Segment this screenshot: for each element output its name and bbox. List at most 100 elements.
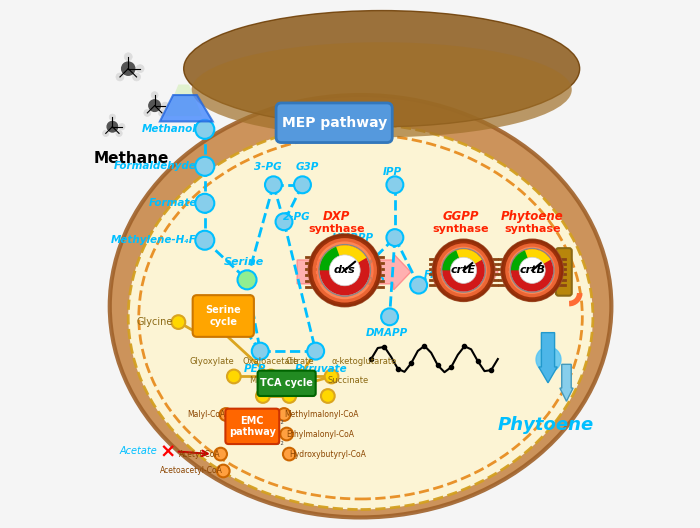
Circle shape [195, 231, 214, 250]
Wedge shape [320, 247, 344, 270]
Polygon shape [160, 95, 213, 121]
Text: G3P: G3P [296, 162, 319, 172]
Text: Formate: Formate [148, 199, 197, 208]
Circle shape [237, 270, 256, 289]
Circle shape [511, 249, 554, 291]
Circle shape [336, 279, 354, 296]
Circle shape [214, 448, 227, 460]
Ellipse shape [110, 95, 611, 517]
Wedge shape [445, 249, 482, 270]
Text: DMAPP: DMAPP [366, 328, 408, 337]
Wedge shape [511, 250, 532, 270]
Circle shape [280, 428, 293, 440]
Text: Acetate: Acetate [120, 447, 158, 456]
FancyBboxPatch shape [225, 409, 279, 444]
FancyBboxPatch shape [193, 295, 254, 337]
Circle shape [162, 102, 169, 109]
Circle shape [256, 389, 270, 403]
Circle shape [195, 194, 214, 213]
Ellipse shape [192, 42, 572, 137]
Circle shape [329, 255, 360, 286]
Circle shape [294, 176, 311, 193]
Circle shape [382, 308, 398, 325]
Circle shape [310, 236, 379, 305]
Ellipse shape [183, 11, 580, 127]
Circle shape [451, 257, 477, 284]
Text: Acetoacetyl-CoA: Acetoacetyl-CoA [160, 466, 223, 476]
Text: synthase: synthase [504, 224, 561, 234]
Circle shape [321, 389, 335, 403]
Text: Methylene-H₄F: Methylene-H₄F [111, 235, 197, 245]
Circle shape [264, 370, 278, 383]
Ellipse shape [128, 124, 593, 510]
Text: Formaldehyde: Formaldehyde [114, 162, 197, 171]
Circle shape [116, 73, 124, 81]
Text: Citrate: Citrate [286, 357, 314, 366]
Text: Serine
cycle: Serine cycle [205, 306, 242, 327]
Text: EMC
pathway: EMC pathway [229, 416, 276, 437]
Circle shape [278, 408, 290, 421]
Circle shape [149, 100, 160, 111]
Circle shape [220, 408, 232, 421]
Text: Ethylmalonyl-CoA: Ethylmalonyl-CoA [286, 429, 355, 439]
Polygon shape [165, 84, 202, 116]
Text: 3-PG: 3-PG [254, 162, 282, 172]
Circle shape [410, 277, 427, 294]
Text: Glyoxylate: Glyoxylate [189, 357, 234, 366]
Text: Serine: Serine [224, 257, 265, 267]
Circle shape [276, 213, 293, 230]
Circle shape [132, 73, 141, 81]
Text: GGPP: GGPP [442, 210, 479, 223]
Text: α-ketoglutarate: α-ketoglutarate [332, 357, 397, 366]
Text: Malate: Malate [248, 376, 277, 385]
Circle shape [122, 62, 135, 75]
Circle shape [158, 109, 165, 116]
Circle shape [252, 343, 269, 360]
Circle shape [227, 370, 241, 383]
Text: Fumarate: Fumarate [270, 376, 309, 385]
Circle shape [116, 130, 122, 137]
Circle shape [144, 109, 150, 116]
Circle shape [282, 389, 296, 403]
Text: FPP: FPP [424, 270, 447, 279]
Text: ×: × [160, 442, 176, 461]
Circle shape [217, 465, 230, 477]
Text: CO₂: CO₂ [268, 417, 284, 426]
Text: Hydroxybutyryl-CoA: Hydroxybutyryl-CoA [289, 449, 366, 459]
Text: DXP: DXP [323, 210, 351, 223]
Text: crtE: crtE [451, 266, 476, 275]
Circle shape [293, 370, 307, 383]
Text: TCA cycle: TCA cycle [260, 379, 313, 388]
Circle shape [172, 315, 186, 329]
FancyBboxPatch shape [556, 248, 572, 296]
Circle shape [109, 114, 116, 120]
Circle shape [442, 249, 484, 291]
Circle shape [435, 241, 493, 299]
Text: dxs: dxs [334, 266, 356, 275]
Text: synthase: synthase [433, 224, 489, 234]
Text: Malyl-CoA: Malyl-CoA [188, 410, 226, 419]
FancyArrow shape [298, 254, 411, 290]
Circle shape [386, 229, 403, 246]
Circle shape [265, 176, 282, 193]
Wedge shape [514, 249, 550, 270]
Wedge shape [323, 246, 366, 270]
Text: HMBPP: HMBPP [332, 233, 374, 242]
Text: Methane: Methane [93, 151, 169, 166]
FancyArrow shape [560, 364, 573, 401]
Circle shape [119, 124, 125, 130]
Text: Glycine: Glycine [136, 317, 173, 327]
Text: crtB: crtB [519, 266, 545, 275]
Circle shape [195, 157, 214, 176]
FancyArrow shape [435, 254, 498, 290]
Text: Methanol: Methanol [142, 125, 197, 134]
FancyArrow shape [519, 258, 559, 286]
Text: Succinate: Succinate [328, 376, 369, 385]
Circle shape [319, 244, 370, 296]
Circle shape [151, 92, 158, 99]
Circle shape [325, 370, 338, 383]
Text: synthase: synthase [309, 224, 365, 234]
Circle shape [519, 257, 545, 284]
Text: PEP: PEP [244, 364, 266, 374]
Circle shape [103, 130, 109, 137]
